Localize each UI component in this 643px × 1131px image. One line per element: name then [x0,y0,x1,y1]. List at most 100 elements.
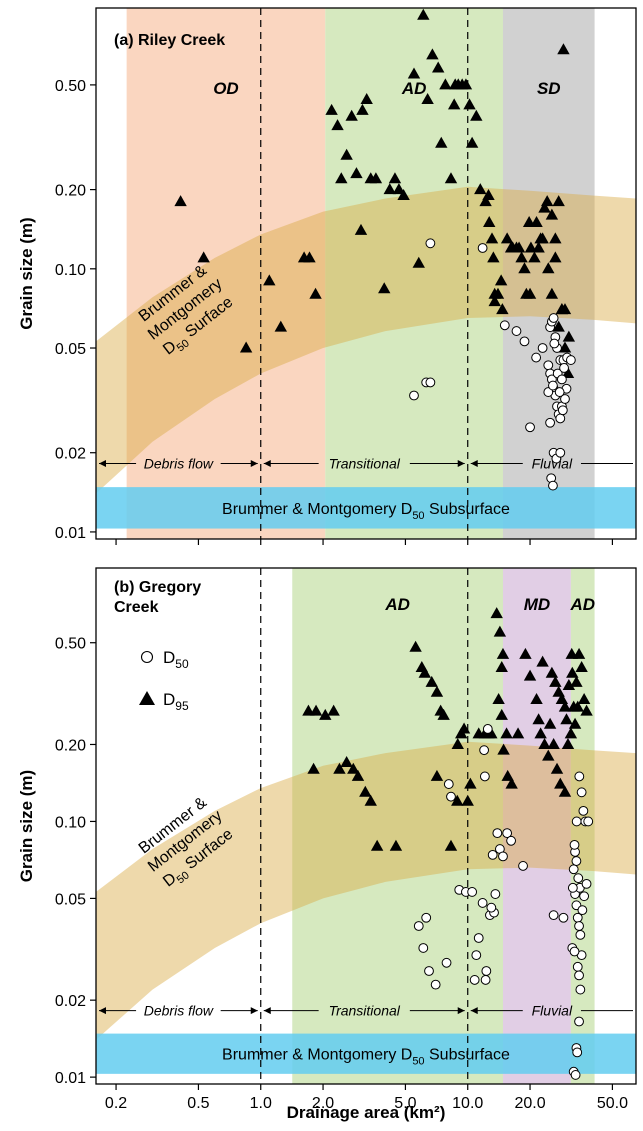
d95-point [547,737,560,749]
arrow-head [457,1007,465,1015]
d50-point [574,771,585,782]
x-tick-label: 0.2 [105,1095,127,1112]
regime-label: Debris flow [144,1003,214,1019]
d50-point [482,724,493,734]
arrow-head [470,459,478,467]
d50-point [560,394,570,404]
d95-point [444,172,458,184]
d50-point [525,422,535,433]
d50-point [565,355,576,365]
d50-point [575,929,586,940]
regime-label: Fluvial [532,455,573,471]
d95-point [426,48,439,60]
d50-point [581,878,592,889]
d95-point [495,708,508,720]
subsurface-band [96,1033,636,1074]
d50-point [545,417,556,428]
d50-point [413,921,424,931]
d95-point [197,251,210,263]
d95-point [534,727,547,739]
regime-label: Fluvial [532,1003,573,1019]
d50-point [554,387,565,397]
d50-point [486,902,497,913]
d95-point [496,647,510,659]
d95-point [239,341,253,353]
y-tick-label: 0.01 [55,525,86,542]
surface-band [96,186,636,494]
d95-point [345,109,358,121]
d50-point [543,387,554,397]
d50-point [574,970,584,981]
d50-point [425,377,436,388]
y-tick-label: 0.02 [55,993,86,1010]
d95-point [552,195,565,207]
y-tick-label: 0.10 [55,262,86,279]
d95-point [483,215,496,227]
d50-point [518,861,528,871]
x-tick-label: 2.0 [312,1095,334,1112]
d50-point [490,889,501,899]
d95-point [331,119,344,131]
d95-point [550,762,564,774]
d50-point [487,849,498,860]
d95-point [532,713,545,725]
d50-point [573,873,584,884]
d50-point [548,480,558,491]
d50-point [548,910,559,921]
d50-point [473,933,484,943]
zone-md [502,568,571,1084]
d95-point [536,655,549,667]
d95-point [542,749,555,761]
surface-band [96,741,636,1040]
d95-point [461,794,474,806]
d50-point [574,921,584,931]
d95-point [549,251,562,263]
legend-circle-icon [140,650,154,664]
d95-point [430,769,444,781]
d95-point [495,661,508,673]
d95-point [530,692,543,704]
d50-point [583,816,594,827]
d50-point [519,336,530,347]
d95-point [504,241,518,253]
d95-point [545,287,559,299]
d50-point [506,835,517,846]
d95-point [409,640,422,652]
d95-point [459,78,473,90]
d95-point [549,232,562,244]
d95-point [439,78,452,90]
d50-point [499,320,510,331]
d95-point [307,762,320,774]
d95-point [437,708,450,720]
y-tick-label: 0.05 [55,341,86,358]
panel-b: Debris flow Transitional Fluvial AD MD AD Brum… [17,567,637,1112]
d50-point [555,413,566,424]
d50-point [569,839,580,850]
d50-point [446,791,456,802]
label-subscript: 50 [175,337,192,354]
y-axis-label: Grain size (m) [17,217,36,329]
d50-point [569,946,580,957]
plot-area: Debris flow Transitional Fluvial [96,568,636,1084]
d95-point [519,647,532,659]
d50-point [441,957,452,968]
d95-point [340,756,353,768]
d95-point [564,727,578,739]
zone-label: AD [384,595,410,614]
label-subscript: 50 [412,510,424,522]
d95-point [412,256,425,268]
d95-point [538,201,551,213]
d95-point [568,717,582,729]
legend-triangle-icon [139,691,155,705]
d50-point [531,352,542,363]
d95-point [263,274,276,286]
d95-point [515,251,528,263]
y-tick-label: 0.20 [55,183,86,200]
d95-point [465,136,479,148]
d50-point [480,975,491,985]
d95-point [360,93,373,105]
d95-point [505,777,518,789]
d50-point [479,771,490,782]
zone-ad [325,8,503,539]
